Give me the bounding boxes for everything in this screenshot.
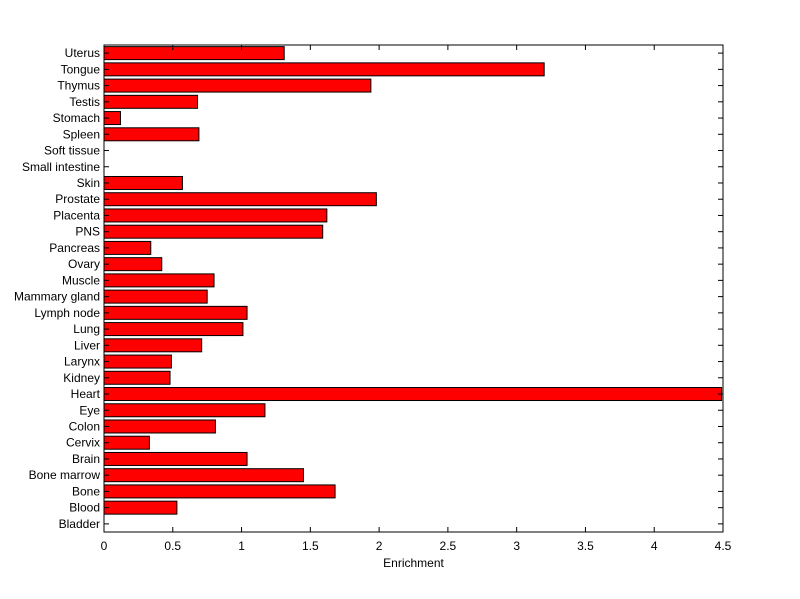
y-tick-label: Prostate xyxy=(55,192,100,206)
y-tick-label: Testis xyxy=(69,95,100,109)
bar-skin xyxy=(103,175,183,190)
x-tick-label: 2.5 xyxy=(440,539,457,553)
plot-frame xyxy=(103,44,724,533)
y-tick-label: Lymph node xyxy=(34,306,100,320)
bar-cervix xyxy=(103,435,150,450)
bar-placenta xyxy=(103,208,328,223)
bar-thymus xyxy=(103,78,372,93)
bar-eye xyxy=(103,403,266,418)
x-tick-label: 4.5 xyxy=(715,539,732,553)
bar-blood xyxy=(103,500,178,515)
y-tick-label: Bone marrow xyxy=(29,468,101,482)
bar-pns xyxy=(103,224,324,239)
x-tick-label: 1 xyxy=(238,539,245,553)
y-tick-label: Liver xyxy=(74,338,100,352)
bar-lung xyxy=(103,322,244,337)
y-tick-label: Larynx xyxy=(64,355,100,369)
y-tick-label: Uterus xyxy=(65,46,100,60)
bar-bone xyxy=(103,484,336,499)
y-tick-label: Spleen xyxy=(63,127,100,141)
x-tick-label: 0 xyxy=(101,539,108,553)
y-tick-label: Ovary xyxy=(68,257,100,271)
bar-brain xyxy=(103,451,248,466)
x-tick-label: 3.5 xyxy=(577,539,594,553)
x-axis-label: Enrichment xyxy=(383,556,444,570)
bar-heart xyxy=(103,387,723,402)
y-tick-label: Skin xyxy=(77,176,100,190)
y-tick-label: Muscle xyxy=(62,273,100,287)
ticks-group xyxy=(103,45,724,532)
y-tick-label: Stomach xyxy=(53,111,100,125)
bar-uterus xyxy=(103,46,285,61)
bar-lymph-node xyxy=(103,305,248,320)
y-tick-label: Colon xyxy=(69,419,100,433)
y-tick-label: Cervix xyxy=(66,436,100,450)
bar-pancreas xyxy=(103,240,152,255)
y-tick-label: Lung xyxy=(73,322,100,336)
bar-bone-marrow xyxy=(103,468,304,483)
y-tick-label: Eye xyxy=(79,403,100,417)
y-tick-label: Blood xyxy=(69,501,100,515)
bar-prostate xyxy=(103,192,377,207)
y-tick-label: Pancreas xyxy=(49,241,100,255)
x-tick-labels: 0 0.5 1 1.5 2 2.5 3 3.5 4 4.5 xyxy=(101,539,732,553)
y-tick-label: Bone xyxy=(72,484,100,498)
y-tick-label: PNS xyxy=(75,225,100,239)
x-tick-label: 4 xyxy=(651,539,658,553)
y-tick-label: Thymus xyxy=(57,79,100,93)
bar-spleen xyxy=(103,127,200,142)
bar-colon xyxy=(103,419,216,434)
y-tick-label: Brain xyxy=(72,452,100,466)
bar-testis xyxy=(103,94,199,109)
y-tick-label: Heart xyxy=(71,387,101,401)
y-tick-label: Mammary gland xyxy=(14,290,100,304)
bar-larynx xyxy=(103,354,172,369)
bar-kidney xyxy=(103,370,171,385)
bar-ovary xyxy=(103,257,163,272)
x-tick-label: 2 xyxy=(376,539,383,553)
y-tick-label: Bladder xyxy=(59,517,100,531)
bar-tongue xyxy=(103,62,545,77)
y-tick-label: Soft tissue xyxy=(44,144,100,158)
y-tick-label: Small intestine xyxy=(22,160,100,174)
x-tick-label: 3 xyxy=(513,539,520,553)
bar-mammary-gland xyxy=(103,289,208,304)
x-tick-label: 1.5 xyxy=(302,539,319,553)
y-tick-label: Placenta xyxy=(53,208,100,222)
y-tick-labels: Bladder Blood Bone Bone marrow Brain Cervix Co… xyxy=(14,46,101,531)
bar-muscle xyxy=(103,273,215,288)
x-tick-label: 0.5 xyxy=(164,539,181,553)
y-tick-label: Tongue xyxy=(61,62,101,76)
bar-liver xyxy=(103,338,203,353)
y-tick-label: Kidney xyxy=(63,371,100,385)
